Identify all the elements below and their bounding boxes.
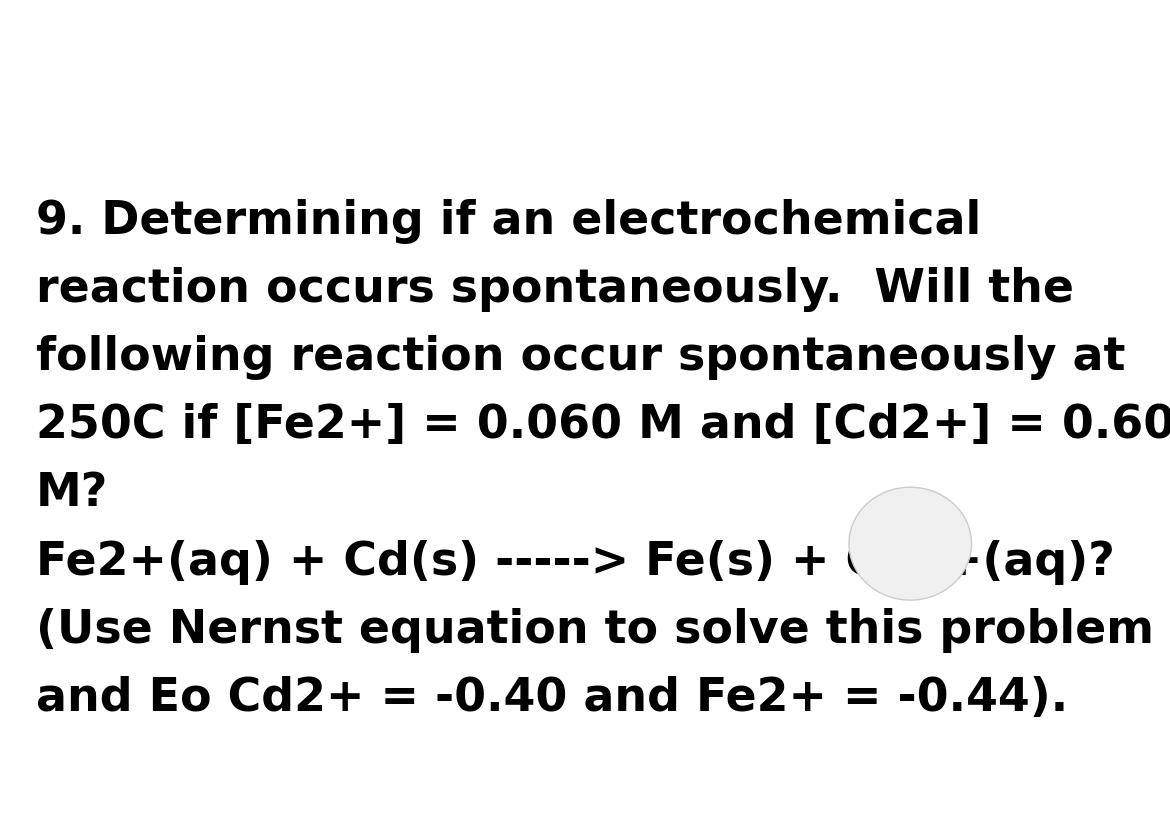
Text: reaction occurs spontaneously.  Will the: reaction occurs spontaneously. Will the: [36, 267, 1074, 312]
Text: 9. Determining if an electrochemical: 9. Determining if an electrochemical: [36, 199, 982, 244]
Text: M?: M?: [36, 471, 109, 516]
Text: (Use Nernst equation to solve this problem: (Use Nernst equation to solve this probl…: [36, 608, 1154, 652]
Circle shape: [849, 487, 971, 600]
Text: 250C if [Fe2+] = 0.060 M and [Cd2+] = 0.60: 250C if [Fe2+] = 0.060 M and [Cd2+] = 0.…: [36, 403, 1170, 448]
Text: Fe2+(aq) + Cd(s) -----> Fe(s) + Cd2+(aq)?: Fe2+(aq) + Cd(s) -----> Fe(s) + Cd2+(aq)…: [36, 540, 1115, 584]
Text: following reaction occur spontaneously at: following reaction occur spontaneously a…: [36, 335, 1126, 380]
Text: and Eo Cd2+ = -0.40 and Fe2+ = -0.44).: and Eo Cd2+ = -0.40 and Fe2+ = -0.44).: [36, 676, 1068, 720]
